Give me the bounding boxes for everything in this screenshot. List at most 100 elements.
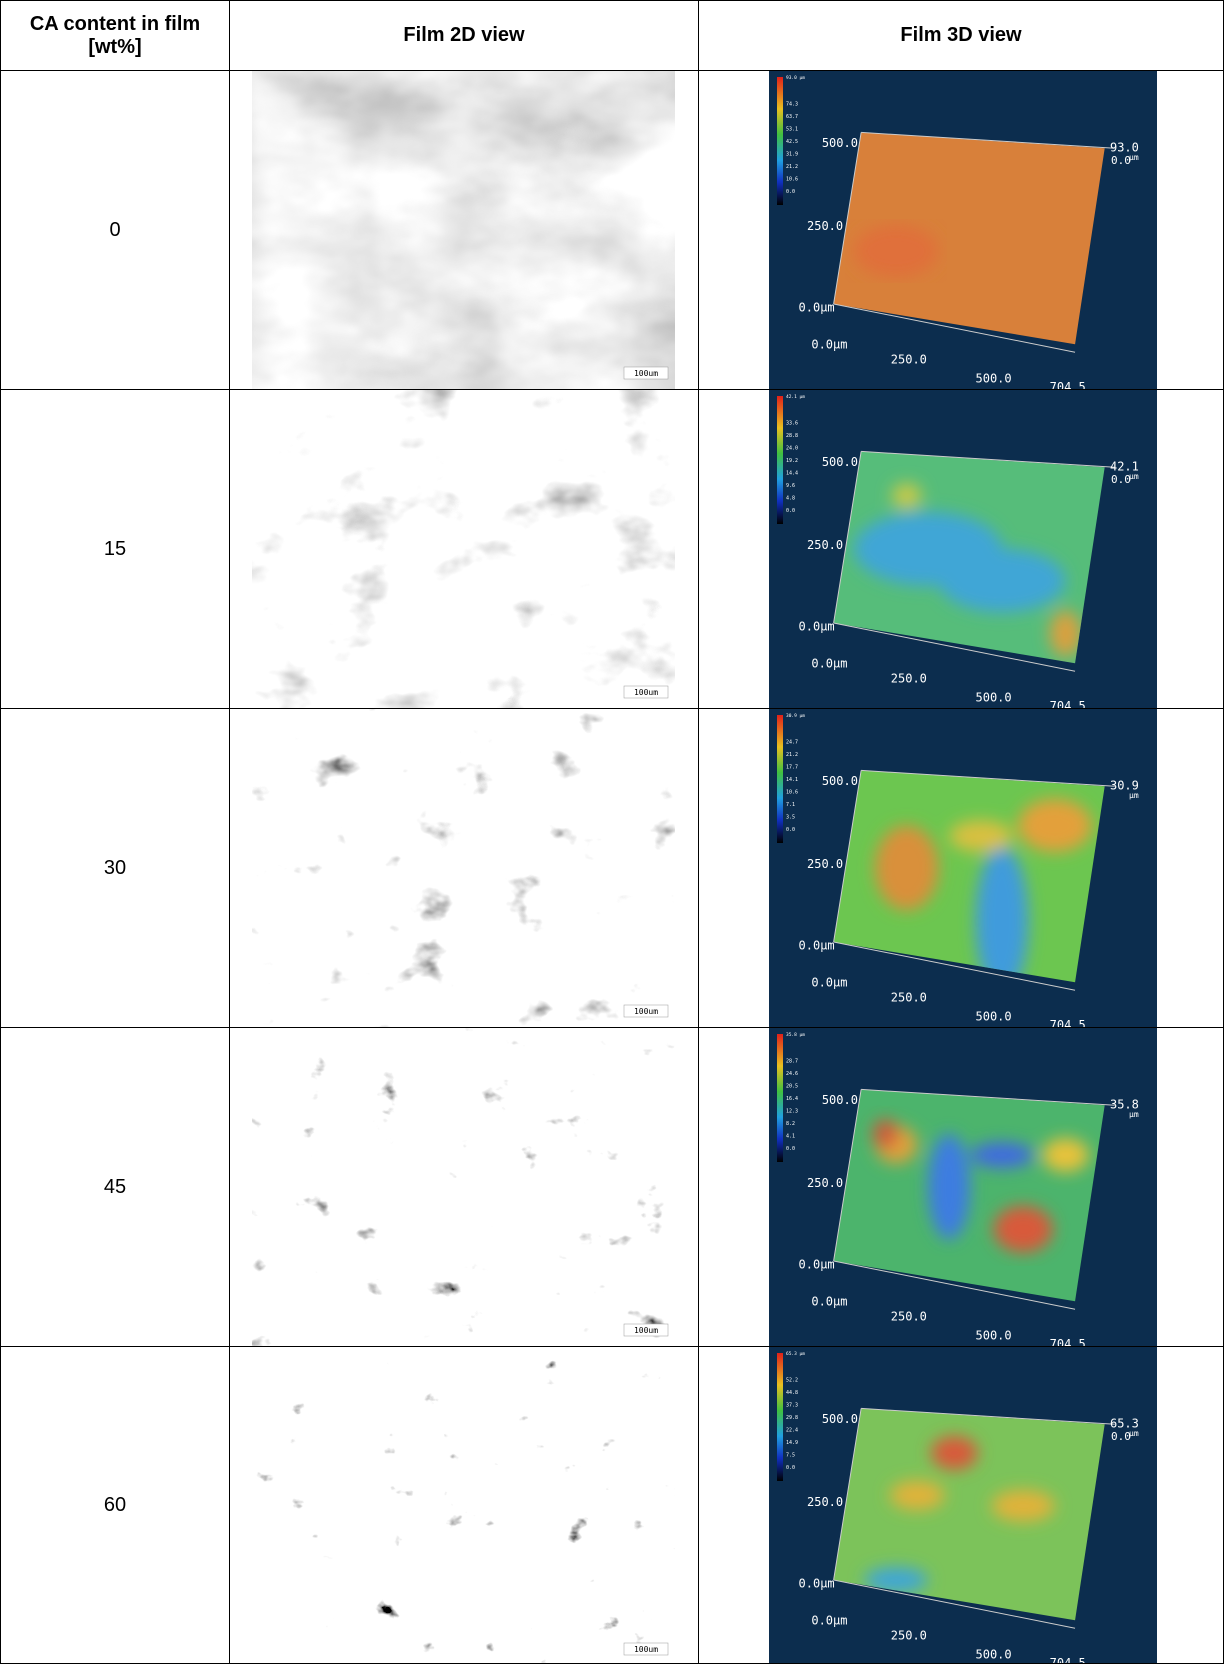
z-min-label: 0.0	[1111, 154, 1131, 167]
colorbar-label: 28.7	[786, 1059, 798, 1065]
colorbar-label: 24.7	[786, 740, 798, 746]
colorbar-label: 35.8 µm	[786, 1032, 805, 1038]
x-axis-label: 500.0	[976, 690, 1012, 704]
film-surface	[252, 709, 675, 1028]
colorbar-label: 10.6	[786, 790, 798, 796]
colorbar-label: 52.2	[786, 1378, 798, 1384]
x-axis-label: 0.0µm	[811, 1294, 847, 1308]
colorbar-label: 33.6	[786, 421, 798, 427]
y-axis-label: 0.0µm	[799, 300, 835, 314]
y-axis-label: 250.0	[807, 857, 843, 871]
colorbar-label: 31.9	[786, 152, 798, 158]
colorbar-label: 14.4	[786, 471, 798, 477]
x-axis-label: 500.0	[976, 371, 1012, 385]
y-axis-label: 250.0	[807, 1495, 843, 1509]
film-2d-image: 100um	[252, 1347, 675, 1664]
x-axis-label: 0.0µm	[811, 1613, 847, 1627]
film-2d-cell: 100um	[230, 1028, 699, 1347]
film-surface	[252, 390, 675, 709]
colorbar-label: 53.1	[786, 127, 798, 133]
x-axis-label: 250.0	[891, 990, 927, 1004]
colorbar-label: 7.5	[786, 1453, 795, 1459]
x-axis-label: 704.5	[1050, 1018, 1086, 1028]
film-surface	[252, 71, 675, 390]
film-2d-image: 100um	[252, 1028, 675, 1347]
surface-blob	[928, 1134, 970, 1240]
x-axis-label: 500.0	[976, 1647, 1012, 1661]
x-axis-label: 500.0	[976, 1328, 1012, 1342]
colorbar-label: 63.7	[786, 114, 798, 120]
table: CA content in film [wt%]Film 2D viewFilm…	[0, 0, 1224, 1664]
colorbar-label: 74.3	[786, 102, 798, 108]
x-axis-label: 250.0	[891, 1628, 927, 1642]
surface-blob	[890, 1480, 945, 1510]
colorbar-label: 4.8	[786, 496, 795, 502]
colorbar-label: 0.0	[786, 827, 795, 833]
x-axis-label: 500.0	[976, 1009, 1012, 1023]
scale-bar-label: 100um	[634, 369, 658, 378]
colorbar-label: 21.2	[786, 164, 798, 170]
colorbar-label: 44.8	[786, 1390, 798, 1396]
x-axis-label: 704.5	[1050, 380, 1086, 390]
film-3d-cell: 93.0 µm74.363.753.142.531.921.210.60.050…	[699, 71, 1224, 390]
y-axis-label: 0.0µm	[799, 938, 835, 952]
colorbar-label: 14.9	[786, 1440, 798, 1446]
surface-blob	[931, 1436, 978, 1470]
z-min-label: 0.0	[1111, 473, 1131, 486]
y-axis-label: 0.0µm	[799, 1257, 835, 1271]
surface-blob	[991, 1490, 1055, 1522]
film-3d-image: 42.1 µm33.628.824.019.214.49.64.80.0500.…	[769, 390, 1157, 709]
colorbar-label: 16.4	[786, 1096, 798, 1102]
surface-blob	[1050, 610, 1082, 657]
y-axis-label: 250.0	[807, 219, 843, 233]
y-axis-label: 500.0	[822, 1093, 858, 1107]
colorbar-label: 12.3	[786, 1109, 798, 1115]
colorbar-label: 22.4	[786, 1428, 798, 1434]
surface-blob	[938, 549, 1065, 613]
film-3d-image: 65.3 µm52.244.837.329.822.414.97.50.0500…	[769, 1347, 1157, 1664]
colorbar-label: 20.5	[786, 1084, 798, 1090]
colorbar-label: 42.5	[786, 139, 798, 145]
colorbar	[777, 1034, 783, 1162]
colorbar-label: 24.0	[786, 446, 798, 452]
film-surface	[252, 1028, 675, 1347]
film-2d-cell: 100um	[230, 1347, 699, 1664]
film-2d-cell: 100um	[230, 709, 699, 1028]
x-axis-label: 0.0µm	[811, 975, 847, 989]
ca-value: 45	[0, 1028, 230, 1347]
surface-blob	[873, 1119, 898, 1149]
y-axis-label: 500.0	[822, 1412, 858, 1426]
surface-blob	[949, 820, 1013, 852]
x-axis-label: 704.5	[1050, 699, 1086, 709]
y-axis-label: 500.0	[822, 774, 858, 788]
colorbar-label: 3.5	[786, 815, 795, 821]
film-2d-image: 100um	[252, 71, 675, 390]
colorbar-label: 0.0	[786, 1465, 795, 1471]
header-cell: Film 3D view	[699, 1, 1224, 71]
colorbar-label: 17.7	[786, 765, 798, 771]
film-2d-cell: 100um	[230, 71, 699, 390]
colorbar-label: 28.8	[786, 433, 798, 439]
colorbar	[777, 396, 783, 524]
colorbar-label: 4.1	[786, 1134, 795, 1140]
x-axis-label: 0.0µm	[811, 656, 847, 670]
colorbar-label: 8.2	[786, 1121, 795, 1127]
scale-bar-label: 100um	[634, 1007, 658, 1016]
colorbar-label: 37.3	[786, 1403, 798, 1409]
film-3d-image: 30.9 µm24.721.217.714.110.67.13.50.0500.…	[769, 709, 1157, 1028]
colorbar-label: 0.0	[786, 508, 795, 514]
film-2d-image: 100um	[252, 709, 675, 1028]
colorbar-label: 21.2	[786, 752, 798, 758]
film-3d-image: 93.0 µm74.363.753.142.531.921.210.60.050…	[769, 71, 1157, 390]
ca-value: 0	[0, 71, 230, 390]
scale-bar-label: 100um	[634, 1645, 658, 1654]
surface-blob	[994, 1206, 1053, 1253]
colorbar-label: 24.6	[786, 1071, 798, 1077]
colorbar-label: 29.8	[786, 1415, 798, 1421]
colorbar-label: 93.0 µm	[786, 75, 805, 81]
x-axis-label: 250.0	[891, 352, 927, 366]
y-axis-label: 500.0	[822, 455, 858, 469]
surface-blob	[970, 1142, 1034, 1167]
colorbar	[777, 77, 783, 205]
